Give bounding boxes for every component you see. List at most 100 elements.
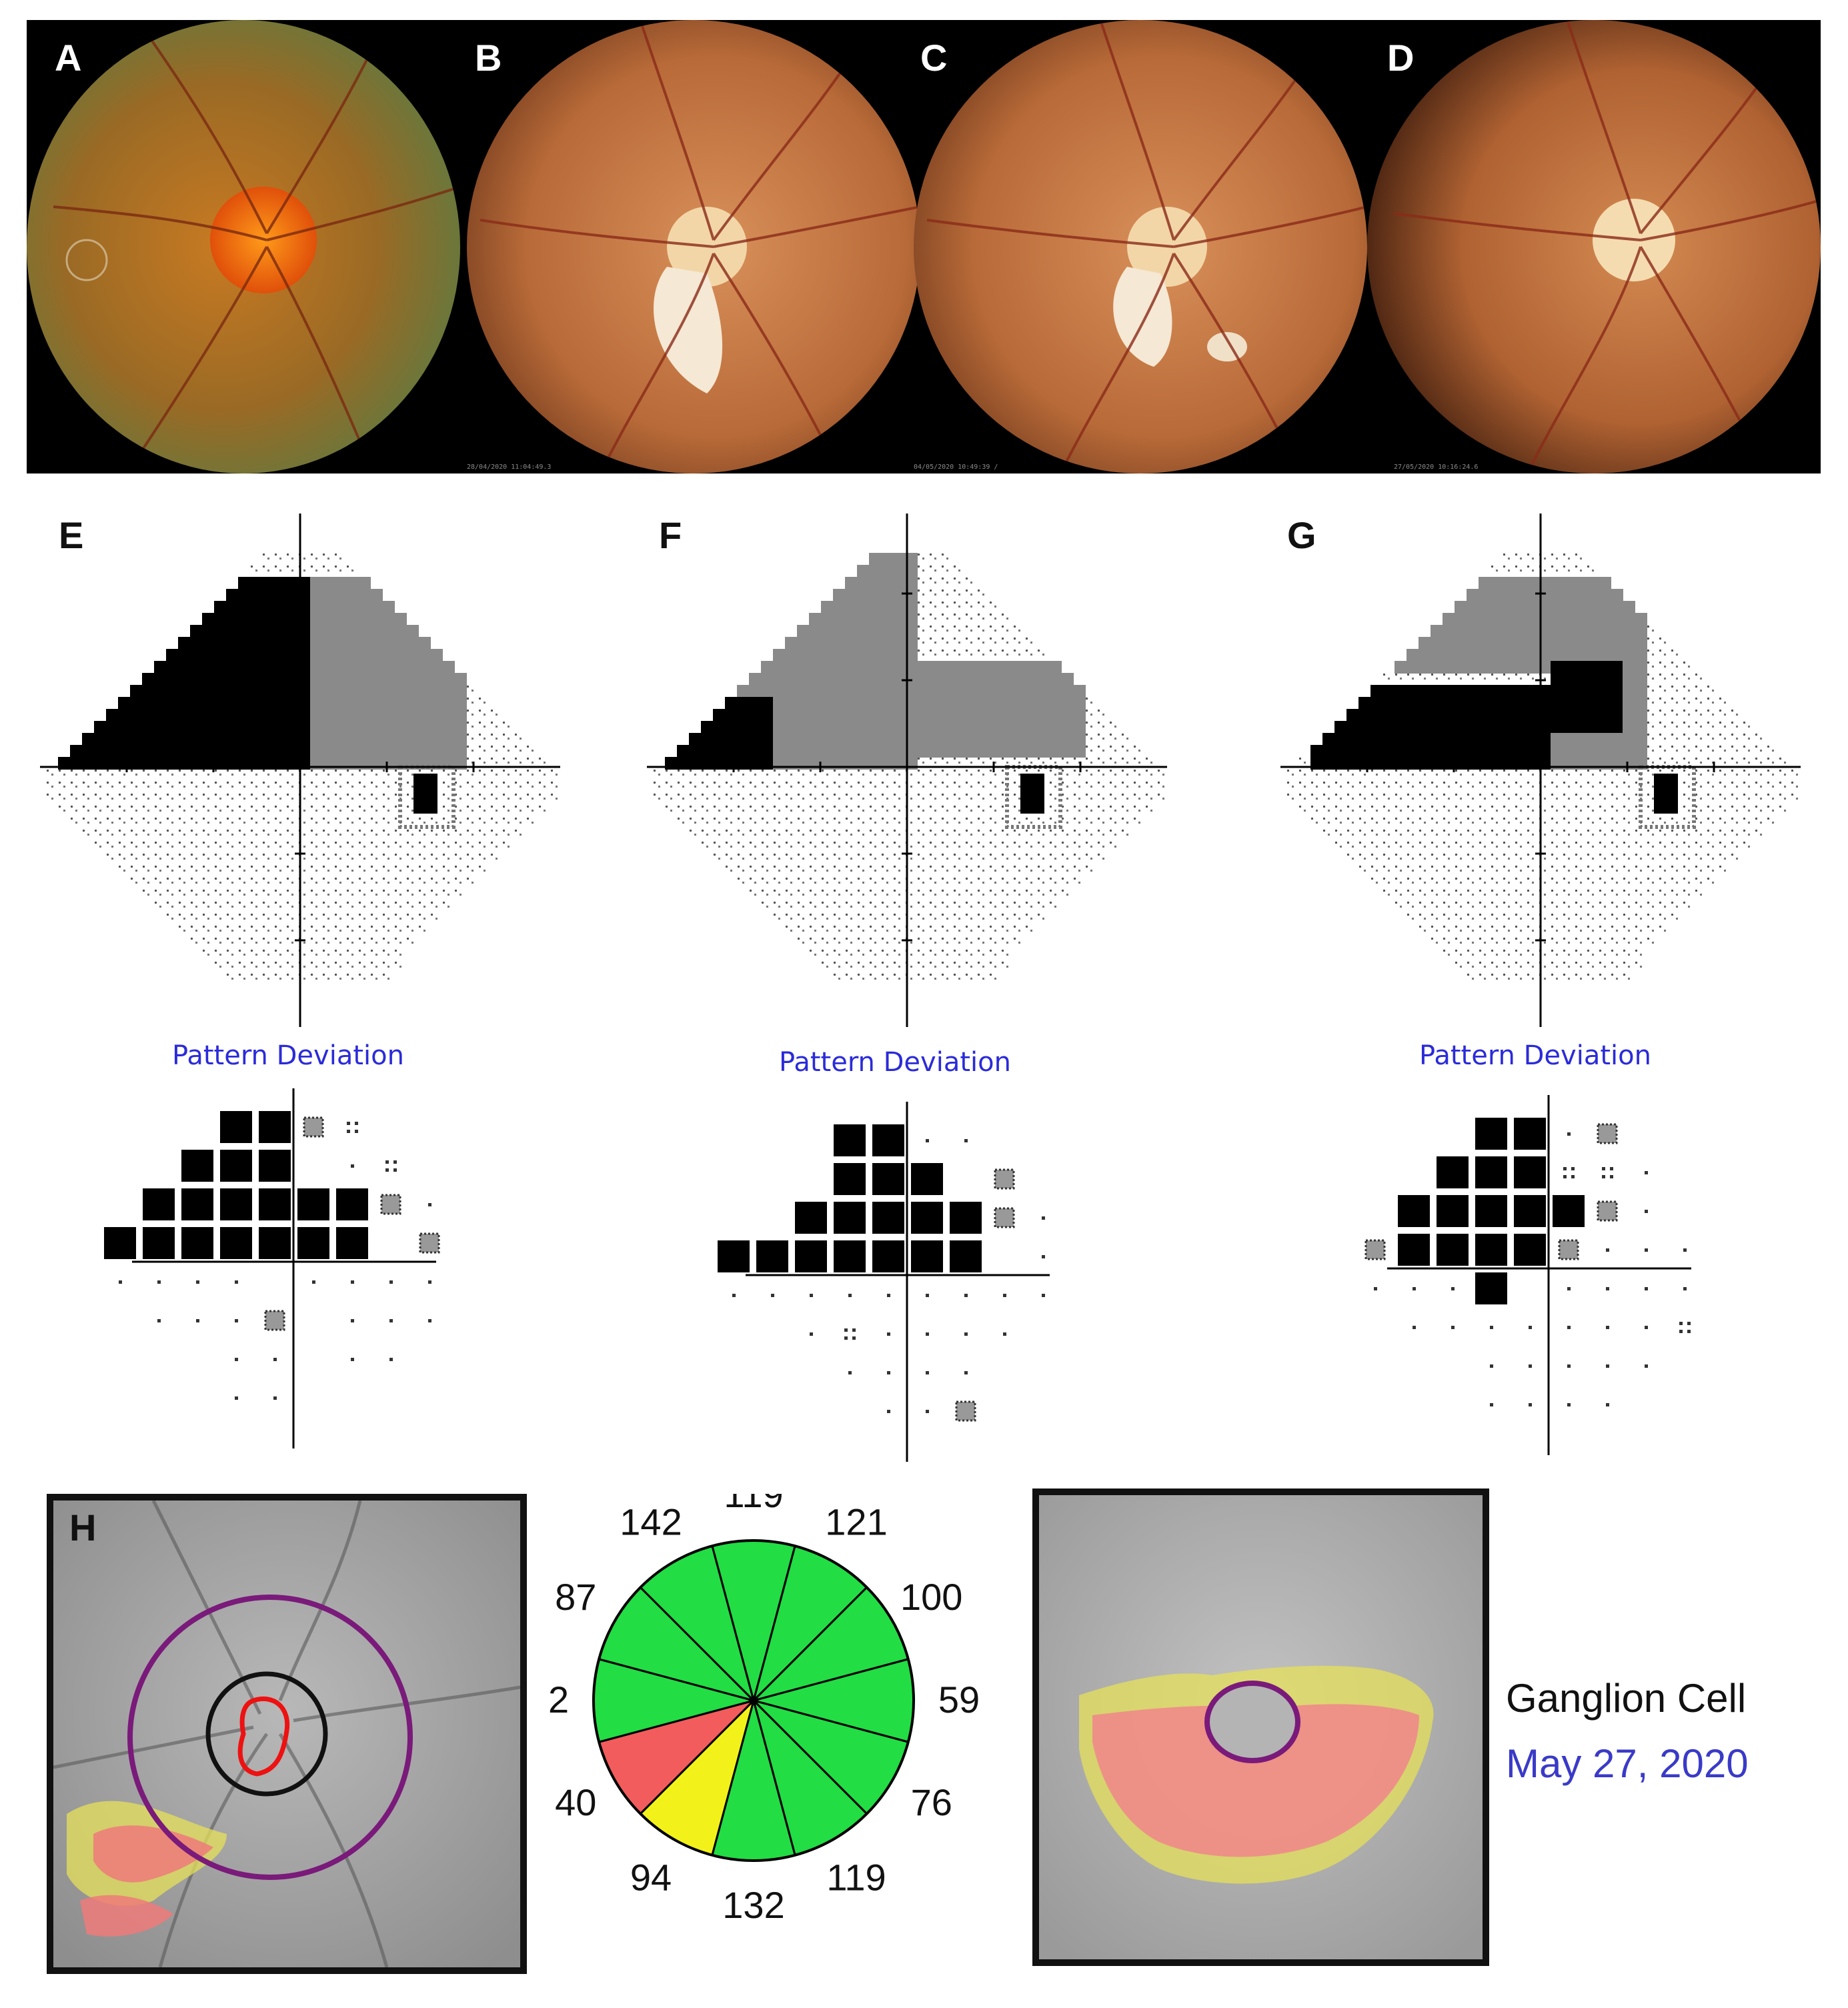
- pd-dot: [887, 1332, 890, 1336]
- pd-square: [834, 1240, 866, 1272]
- pd-square: [336, 1188, 368, 1220]
- pd-dot: [1490, 1364, 1493, 1368]
- pd-square: [259, 1150, 291, 1182]
- pd-square: [220, 1111, 252, 1143]
- pd-dot: [428, 1203, 431, 1206]
- pd-hatch: [1364, 1239, 1386, 1260]
- pd-square: [1475, 1195, 1507, 1227]
- fundus-photo-c: [914, 20, 1367, 473]
- pd-dot: [1567, 1326, 1571, 1329]
- pd-dot: [1567, 1403, 1571, 1406]
- oct-ganglion-cell-map: [1032, 1488, 1489, 1966]
- pd-hatch: [1597, 1123, 1618, 1144]
- rnfl-sector-label: 100: [900, 1576, 962, 1618]
- pd-hatch: [380, 1194, 401, 1215]
- rnfl-sector-chart: 119 121 100 59 76 119 132 94 40 52 87 142: [547, 1494, 980, 1926]
- timestamp-c: 04/05/2020 10:49:39 /: [914, 463, 998, 471]
- pd-dot: [1606, 1248, 1609, 1252]
- pd-dot: [1606, 1403, 1609, 1406]
- pd-square: [181, 1227, 213, 1259]
- grayscale-visual-field-e: [40, 514, 560, 1027]
- rnfl-sector-label: 94: [630, 1857, 672, 1899]
- pd-dot: [428, 1319, 431, 1322]
- pd-hatch: [303, 1116, 324, 1138]
- pd-dot: [1606, 1287, 1609, 1290]
- rnfl-sector-label: 119: [826, 1857, 886, 1899]
- pd-dot: [926, 1294, 929, 1297]
- pd-square: [756, 1240, 788, 1272]
- fundus-photo-a: [27, 20, 460, 473]
- pattern-deviation-title-f: Pattern Deviation: [779, 1047, 1011, 1078]
- pd-dot: [119, 1280, 122, 1284]
- panel-label-b: B: [475, 37, 502, 79]
- pd-dot: [1645, 1326, 1648, 1329]
- pd-dot: [926, 1139, 929, 1142]
- ganglion-cell-date: May 27, 2020: [1506, 1741, 1749, 1786]
- pattern-deviation-title-g: Pattern Deviation: [1419, 1040, 1651, 1071]
- pd-dot: [926, 1371, 929, 1374]
- panel-label-a: A: [55, 37, 82, 79]
- pd-square: [259, 1188, 291, 1220]
- pd-dot: [1683, 1248, 1687, 1252]
- pd-square: [795, 1240, 827, 1272]
- pd-square: [1514, 1156, 1546, 1188]
- pd-dot: [389, 1358, 393, 1361]
- pd-square: [950, 1202, 982, 1234]
- pd-square: [1398, 1234, 1430, 1266]
- vf-texture: [47, 554, 558, 980]
- pd-dot: [1490, 1403, 1493, 1406]
- pd-dot: [926, 1332, 929, 1336]
- pd-dot: [887, 1371, 890, 1374]
- pd-dot: [196, 1319, 199, 1322]
- pd-square: [911, 1163, 943, 1195]
- pd-dot: [887, 1410, 890, 1413]
- pd-dot: [1042, 1294, 1045, 1297]
- pd-square: [1437, 1156, 1469, 1188]
- pd-dot: [1606, 1326, 1609, 1329]
- pd-square: [143, 1227, 175, 1259]
- oct-rnfl-thickness-map: [47, 1494, 527, 1974]
- pd-dot: [1529, 1326, 1532, 1329]
- pd-hatch: [994, 1168, 1015, 1190]
- panel-label-g: G: [1287, 514, 1316, 556]
- pd-dot: [196, 1280, 199, 1284]
- panel-label-e: E: [59, 514, 84, 556]
- timestamp-b: 28/04/2020 11:04:49.3: [467, 463, 552, 471]
- pd-square: [795, 1202, 827, 1234]
- pd-dot: [771, 1294, 774, 1297]
- pd-square: [834, 1163, 866, 1195]
- grayscale-visual-field-g: [1280, 514, 1801, 1027]
- rnfl-sector-label: 121: [825, 1500, 887, 1543]
- rnfl-sector-outline: [592, 1539, 915, 1862]
- pd-square: [1553, 1195, 1585, 1227]
- pd-square: [181, 1150, 213, 1182]
- pd-square: [1437, 1234, 1469, 1266]
- pd-square: [259, 1111, 291, 1143]
- pd-square: [872, 1202, 904, 1234]
- pd-square: [297, 1188, 329, 1220]
- ganglion-cell-title: Ganglion Cell: [1506, 1676, 1747, 1721]
- pattern-deviation-plot-f: [718, 1102, 1050, 1462]
- pd-square: [181, 1188, 213, 1220]
- pd-dot: [1529, 1364, 1532, 1368]
- rnfl-sector-label: 142: [620, 1500, 682, 1543]
- pd-hatch: [994, 1207, 1015, 1228]
- pd-dot: [1645, 1210, 1648, 1213]
- pd-dot: [1042, 1255, 1045, 1258]
- pattern-deviation-plot-e: [104, 1088, 440, 1448]
- rnfl-sector-label: 52: [547, 1679, 569, 1721]
- pd-dot: [1413, 1326, 1416, 1329]
- pd-dot: [1567, 1364, 1571, 1368]
- rnfl-sector-label: 87: [555, 1576, 596, 1618]
- pd-dot: [848, 1371, 852, 1374]
- pd-square: [911, 1202, 943, 1234]
- pd-square: [872, 1240, 904, 1272]
- pd-dot: [1645, 1364, 1648, 1368]
- pd-dot: [1003, 1294, 1006, 1297]
- panel-label-h: H: [69, 1507, 97, 1549]
- pd-square: [336, 1227, 368, 1259]
- pd-dot: [1645, 1287, 1648, 1290]
- pd-dot: [235, 1280, 238, 1284]
- pd-dot: [235, 1396, 238, 1400]
- pd-dot: [351, 1164, 354, 1168]
